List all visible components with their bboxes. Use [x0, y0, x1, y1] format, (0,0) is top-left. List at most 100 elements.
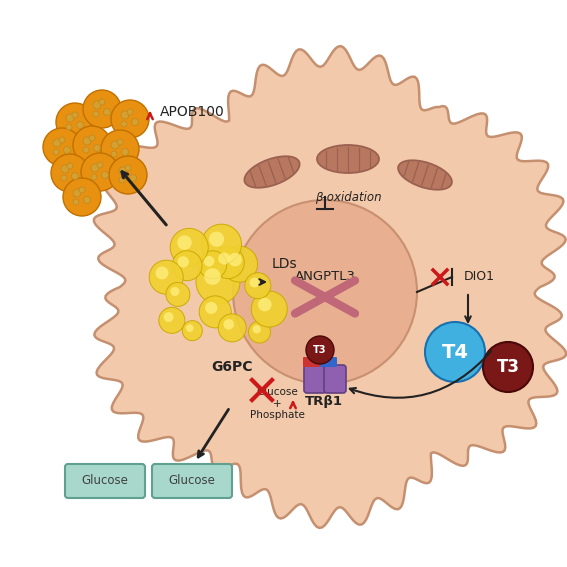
Circle shape — [129, 175, 137, 181]
Circle shape — [199, 296, 231, 328]
Circle shape — [83, 147, 89, 153]
Text: Glucose: Glucose — [168, 475, 215, 488]
Circle shape — [51, 154, 89, 192]
Circle shape — [61, 165, 69, 173]
Text: G6PC: G6PC — [211, 360, 253, 374]
Text: ANGPTL3: ANGPTL3 — [294, 270, 356, 284]
Circle shape — [218, 252, 230, 265]
Circle shape — [164, 312, 174, 322]
Circle shape — [121, 121, 127, 127]
Text: T3: T3 — [497, 358, 519, 376]
Circle shape — [258, 298, 272, 311]
Circle shape — [170, 229, 208, 266]
Circle shape — [83, 197, 91, 204]
Text: APOB100: APOB100 — [160, 105, 225, 119]
Circle shape — [212, 247, 244, 278]
Circle shape — [306, 336, 334, 364]
Circle shape — [218, 314, 246, 342]
Circle shape — [111, 151, 117, 157]
Circle shape — [172, 251, 202, 281]
Circle shape — [93, 101, 101, 109]
Circle shape — [71, 172, 78, 180]
Circle shape — [61, 175, 67, 181]
FancyBboxPatch shape — [65, 464, 145, 498]
Circle shape — [81, 153, 119, 191]
Text: Glucose
+
Phosphate: Glucose + Phosphate — [249, 387, 304, 420]
Circle shape — [245, 273, 271, 299]
Circle shape — [101, 130, 139, 168]
Circle shape — [183, 321, 202, 341]
Circle shape — [159, 307, 185, 333]
Circle shape — [121, 149, 129, 155]
Ellipse shape — [398, 160, 452, 190]
Circle shape — [121, 111, 129, 119]
Circle shape — [201, 224, 242, 264]
Circle shape — [222, 246, 257, 282]
Circle shape — [53, 139, 61, 147]
Circle shape — [73, 189, 81, 197]
Circle shape — [166, 282, 190, 306]
Circle shape — [73, 199, 79, 205]
Circle shape — [186, 324, 194, 332]
Circle shape — [56, 103, 94, 141]
FancyBboxPatch shape — [152, 464, 232, 498]
Text: DIO1: DIO1 — [464, 270, 495, 284]
Circle shape — [91, 164, 99, 172]
Polygon shape — [94, 46, 566, 528]
Circle shape — [209, 231, 224, 247]
Circle shape — [177, 235, 192, 250]
Text: β-oxidation: β-oxidation — [315, 191, 382, 204]
Circle shape — [204, 268, 221, 285]
Circle shape — [223, 319, 234, 329]
Circle shape — [196, 260, 240, 304]
Text: TRβ1: TRβ1 — [305, 396, 343, 408]
Text: LDs: LDs — [272, 257, 298, 271]
FancyBboxPatch shape — [303, 357, 320, 367]
Circle shape — [64, 146, 70, 154]
Circle shape — [117, 139, 123, 145]
Circle shape — [66, 114, 74, 122]
FancyBboxPatch shape — [320, 357, 337, 367]
Circle shape — [59, 137, 65, 143]
Circle shape — [77, 121, 83, 129]
Text: T4: T4 — [442, 342, 468, 362]
Circle shape — [111, 141, 119, 149]
Circle shape — [155, 266, 168, 280]
Circle shape — [109, 156, 147, 194]
Circle shape — [94, 145, 100, 151]
Circle shape — [228, 253, 242, 266]
Circle shape — [101, 171, 108, 179]
Circle shape — [83, 137, 91, 145]
Circle shape — [204, 256, 214, 266]
Text: T3: T3 — [313, 345, 327, 355]
Circle shape — [177, 256, 189, 268]
Circle shape — [125, 165, 131, 171]
Circle shape — [483, 342, 533, 392]
Ellipse shape — [244, 156, 299, 188]
Circle shape — [91, 174, 97, 180]
Circle shape — [251, 291, 287, 327]
Circle shape — [104, 108, 111, 116]
Circle shape — [89, 135, 95, 141]
Circle shape — [127, 109, 133, 115]
Circle shape — [63, 178, 101, 216]
FancyBboxPatch shape — [304, 365, 326, 393]
Circle shape — [425, 322, 485, 382]
Circle shape — [198, 251, 227, 279]
Circle shape — [252, 325, 261, 333]
Circle shape — [79, 187, 85, 193]
Text: Glucose: Glucose — [82, 475, 129, 488]
Circle shape — [72, 112, 78, 118]
Circle shape — [53, 149, 59, 155]
Circle shape — [132, 119, 138, 125]
Circle shape — [170, 287, 179, 296]
Circle shape — [73, 126, 111, 164]
Circle shape — [83, 90, 121, 128]
Circle shape — [248, 321, 270, 343]
Circle shape — [93, 111, 99, 117]
Circle shape — [66, 124, 72, 130]
Circle shape — [205, 302, 217, 314]
Circle shape — [67, 163, 73, 169]
Circle shape — [233, 200, 417, 384]
Circle shape — [111, 100, 149, 138]
